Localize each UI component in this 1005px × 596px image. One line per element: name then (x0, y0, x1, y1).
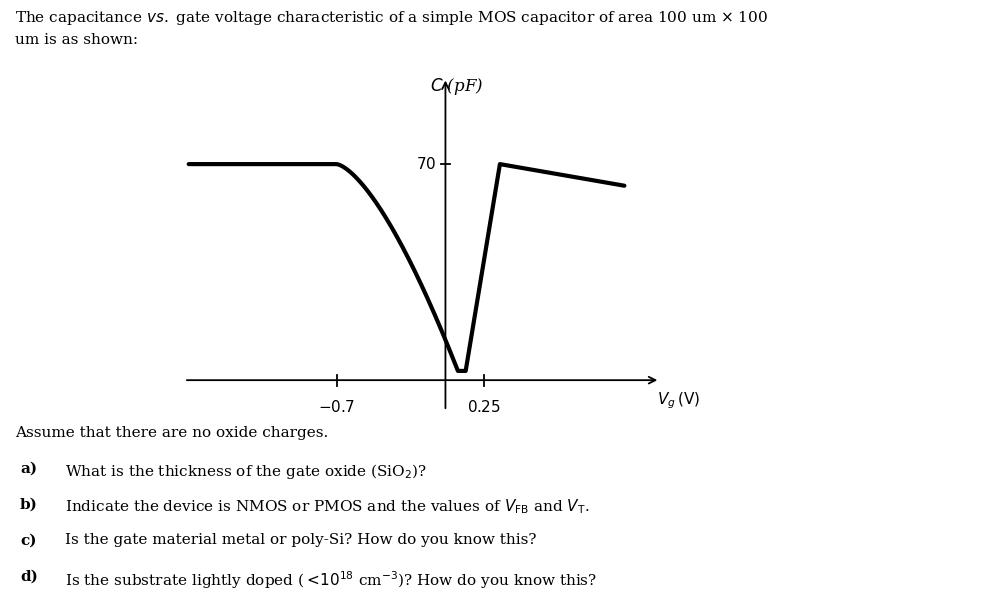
Text: d): d) (20, 569, 38, 583)
Text: $C$ (pF): $C$ (pF) (430, 76, 483, 98)
Text: Indicate the device is NMOS or PMOS and the values of $V_{\rm FB}$ and $V_{\rm T: Indicate the device is NMOS or PMOS and … (65, 498, 590, 516)
Text: $-0.7$: $-0.7$ (319, 399, 355, 415)
Text: $70$: $70$ (416, 156, 436, 172)
Text: The capacitance $vs.$ gate voltage characteristic of a simple MOS capacitor of a: The capacitance $vs.$ gate voltage chara… (15, 9, 768, 27)
Text: What is the thickness of the gate oxide (SiO$_2$)?: What is the thickness of the gate oxide … (65, 462, 427, 481)
Text: a): a) (20, 462, 37, 476)
Text: c): c) (20, 533, 36, 547)
Text: um is as shown:: um is as shown: (15, 33, 139, 46)
Text: b): b) (20, 498, 38, 511)
Text: Assume that there are no oxide charges.: Assume that there are no oxide charges. (15, 426, 329, 440)
Text: Is the gate material metal or poly-Si? How do you know this?: Is the gate material metal or poly-Si? H… (65, 533, 537, 547)
Text: $0.25$: $0.25$ (467, 399, 501, 415)
Text: $V_g\,({\rm V})$: $V_g\,({\rm V})$ (657, 390, 700, 411)
Text: Is the substrate lightly doped ($<\!10^{18}$ cm$^{-3}$)? How do you know this?: Is the substrate lightly doped ($<\!10^{… (65, 569, 598, 591)
